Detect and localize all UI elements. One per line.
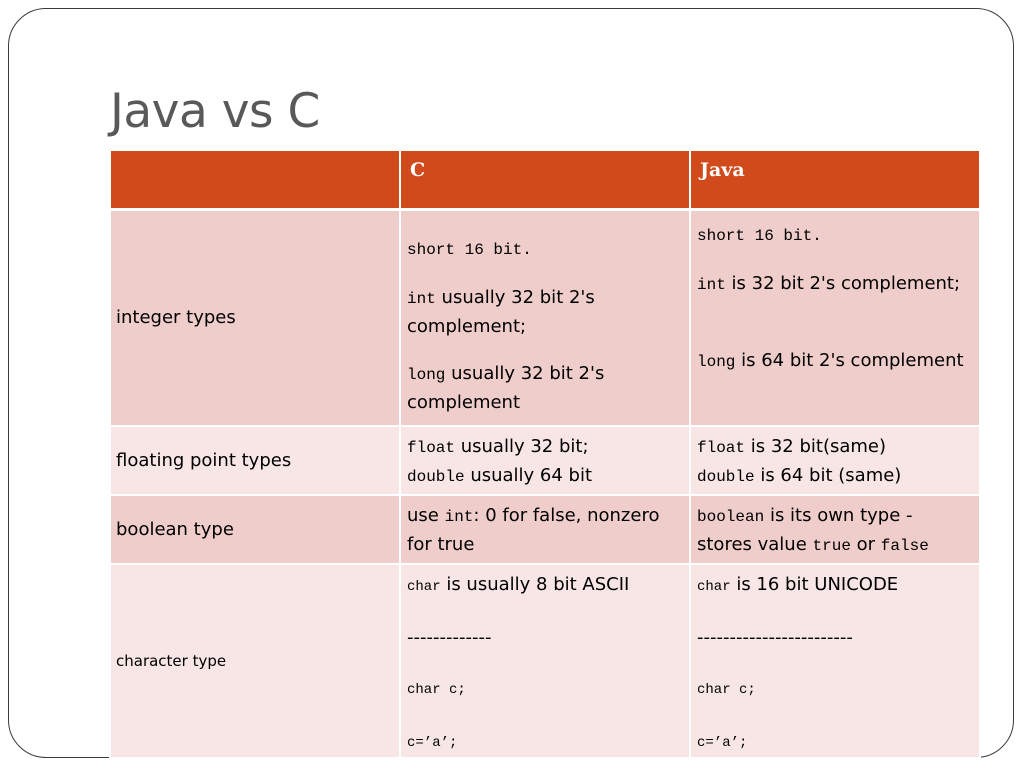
java-char-decl: char c;	[697, 682, 756, 698]
c-char-assign: c=’a’;	[407, 735, 458, 751]
table-row-integer: integer types short 16 bit. int usually …	[109, 208, 981, 427]
java-char-dashes: ------------------------	[697, 627, 853, 648]
c-double-line: double usually 64 bit	[407, 462, 683, 491]
java-or-text: or	[850, 534, 881, 555]
c-char-dashes: -------------	[407, 627, 492, 648]
c-float-line: float usually 32 bit;	[407, 433, 683, 462]
cell-java-integer: short 16 bit. int is 32 bit 2's compleme…	[689, 208, 981, 427]
java-boolean-text1: is its own type - stores value	[697, 505, 913, 555]
java-double-code: double	[697, 468, 755, 486]
c-long-text: usually 32 bit 2's complement	[407, 362, 605, 413]
java-boolean-code: boolean	[697, 508, 765, 526]
java-long-code: long	[697, 352, 736, 371]
row-label-floating: floating point types	[109, 425, 401, 496]
java-char-code: char	[697, 579, 731, 595]
c-boolean-text: use int: 0 for false, nonzero for true	[407, 502, 683, 558]
java-true-code: true	[812, 537, 851, 555]
slide-title: Java vs C	[110, 84, 320, 139]
c-int-line: int usually 32 bit 2's complement;	[407, 284, 683, 340]
c-float-code: float	[407, 439, 456, 457]
c-short-line: short 16 bit.	[407, 235, 683, 264]
header-java: Java	[689, 149, 981, 211]
c-char-code: char	[407, 579, 441, 595]
row-label-boolean: boolean type	[109, 494, 401, 565]
c-int-code: int	[407, 289, 436, 308]
java-false-code: false	[880, 537, 929, 555]
c-boolean-pre: use	[407, 505, 445, 526]
table-row-boolean: boolean type use int: 0 for false, nonze…	[109, 494, 981, 565]
table-row-floating: floating point types float usually 32 bi…	[109, 425, 981, 496]
c-char-line: char is usually 8 bit ASCII	[407, 571, 683, 601]
c-long-code: long	[407, 365, 446, 384]
java-char-decl-line: char c;	[697, 674, 973, 704]
comparison-table: C Java integer types short 16 bit. int u…	[109, 149, 981, 759]
c-char-text: is usually 8 bit ASCII	[440, 574, 630, 595]
cell-c-integer: short 16 bit. int usually 32 bit 2's com…	[399, 208, 691, 427]
cell-c-boolean: use int: 0 for false, nonzero for true	[399, 494, 691, 565]
c-boolean-int-code: int	[444, 508, 474, 526]
cell-java-character: char is 16 bit UNICODE -----------------…	[689, 563, 981, 759]
java-double-text: is 64 bit (same)	[754, 465, 902, 486]
header-row: C Java	[109, 149, 981, 211]
cell-c-character: char is usually 8 bit ASCII ------------…	[399, 563, 691, 759]
cell-java-floating: float is 32 bit(same) double is 64 bit (…	[689, 425, 981, 496]
c-short-code: short 16 bit.	[407, 240, 532, 259]
table-row-character: character type char is usually 8 bit ASC…	[109, 563, 981, 759]
java-short-code: short 16 bit.	[697, 226, 822, 245]
row-label-integer: integer types	[109, 208, 401, 427]
c-float-text: usually 32 bit;	[455, 436, 589, 457]
c-char-decl-line: char c;	[407, 674, 683, 704]
java-int-code: int	[697, 275, 726, 294]
c-char-assign-line: c=’a’;	[407, 727, 683, 757]
java-double-line: double is 64 bit (same)	[697, 462, 973, 491]
row-label-character: character type	[109, 563, 401, 759]
java-long-line: long is 64 bit 2's complement	[697, 347, 973, 376]
c-int-text: usually 32 bit 2's complement;	[407, 286, 595, 337]
java-float-line: float is 32 bit(same)	[697, 433, 973, 462]
cell-java-boolean: boolean is its own type - stores value t…	[689, 494, 981, 565]
header-c: C	[399, 149, 691, 211]
java-short-line: short 16 bit.	[697, 221, 973, 250]
c-double-text: usually 64 bit	[464, 465, 593, 486]
c-long-line: long usually 32 bit 2's complement	[407, 360, 683, 416]
c-char-decl: char c;	[407, 682, 466, 698]
header-feature	[109, 149, 401, 211]
c-boolean-post: : 0 for false, nonzero for true	[407, 505, 660, 555]
java-float-code: float	[697, 439, 746, 457]
java-char-text: is 16 bit UNICODE	[730, 574, 899, 595]
c-double-code: double	[407, 468, 465, 486]
java-char-line: char is 16 bit UNICODE	[697, 571, 973, 601]
java-boolean-text: boolean is its own type - stores value t…	[697, 502, 973, 560]
java-char-assign-line: c=’a’;	[697, 727, 973, 757]
java-char-assign: c=’a’;	[697, 735, 748, 751]
java-float-text: is 32 bit(same)	[745, 436, 887, 457]
java-int-line: int is 32 bit 2's complement;	[697, 270, 973, 299]
cell-c-floating: float usually 32 bit; double usually 64 …	[399, 425, 691, 496]
java-int-text: is 32 bit 2's complement;	[725, 272, 961, 294]
java-long-text: is 64 bit 2's complement	[735, 349, 964, 371]
